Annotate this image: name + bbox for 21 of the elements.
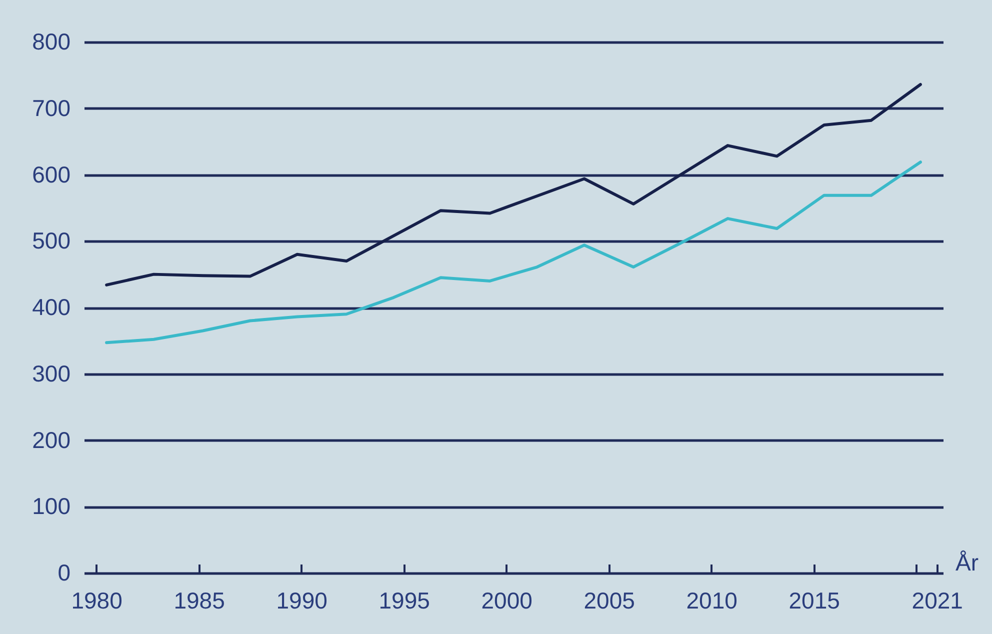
- x-tick-label: 2021: [912, 588, 963, 614]
- x-tick-label: 2000: [481, 588, 532, 614]
- line-series: [105, 160, 922, 344]
- x-tick-label: 1985: [174, 588, 225, 614]
- line-series: [105, 82, 922, 286]
- x-tick-label: 2010: [686, 588, 738, 614]
- x-tick-label: 1980: [71, 588, 122, 614]
- x-tick-label: 1990: [276, 588, 328, 614]
- x-tick-label: 1995: [378, 588, 430, 614]
- x-axis-title: År: [956, 550, 979, 576]
- y-tick-label: 500: [32, 228, 70, 254]
- y-tick-label: 400: [32, 294, 70, 320]
- y-tick-label: 700: [32, 94, 70, 121]
- y-tick-label: 0: [58, 560, 70, 586]
- y-tick-label: 100: [32, 493, 70, 520]
- x-tick-label: 2015: [788, 588, 840, 614]
- y-tick-label: 300: [32, 360, 70, 386]
- x-tick-label: 2005: [584, 588, 635, 614]
- y-tick-label: 600: [32, 161, 70, 188]
- y-tick-label: 200: [32, 426, 70, 453]
- y-tick-label: 800: [32, 28, 70, 54]
